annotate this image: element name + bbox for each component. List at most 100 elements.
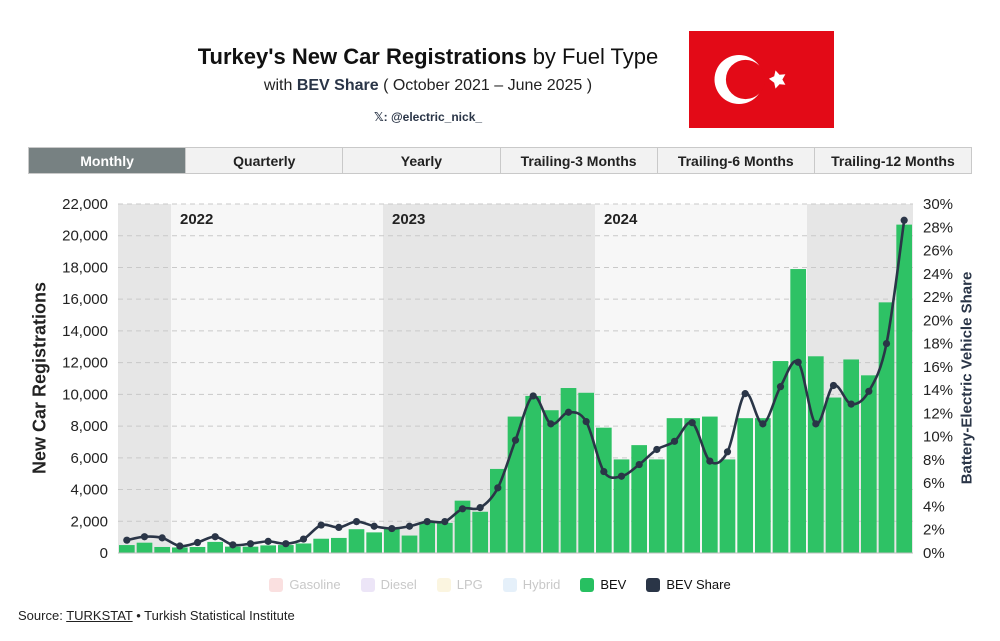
bev-bar	[613, 459, 630, 553]
y-tick-right: 22%	[923, 289, 953, 306]
source-link[interactable]: TURKSTAT	[66, 608, 133, 623]
y-tick-right: 26%	[923, 243, 953, 260]
bev-bar	[154, 546, 170, 553]
y-tick-left: 10,000	[62, 386, 108, 403]
y-tick-right: 20%	[923, 312, 953, 329]
tab-quarterly[interactable]: Quarterly	[186, 148, 344, 173]
social-handle[interactable]: 𝕏: @electric_nick_	[373, 110, 483, 124]
bev-bar	[189, 546, 206, 553]
bev-bar	[225, 546, 241, 553]
bev-bar	[331, 537, 347, 553]
bev-bar	[755, 418, 771, 553]
bev-share-point	[511, 436, 520, 444]
legend-item-diesel[interactable]: Diesel	[360, 577, 417, 592]
legend-label-gasoline: Gasoline	[289, 577, 341, 592]
subtitle-post: ( October 2021 – June 2025 )	[378, 77, 593, 94]
y-tick-right: 14%	[923, 382, 953, 399]
bev-share-point	[706, 457, 714, 465]
bev-bar	[419, 522, 435, 553]
legend-item-bev-share[interactable]: BEV Share	[646, 577, 731, 592]
bev-share-point	[882, 340, 891, 348]
year-label: 2022	[180, 211, 213, 228]
bev-share-point	[617, 472, 626, 480]
y-tick-right: 2%	[923, 522, 945, 539]
bev-share-point	[829, 381, 838, 390]
bev-share-point	[317, 521, 325, 529]
bev-bar	[666, 418, 683, 553]
bev-share-point	[388, 524, 396, 533]
bev-share-point	[335, 523, 343, 532]
bev-bar	[772, 361, 789, 553]
bev-share-point	[670, 437, 679, 445]
bev-bar	[719, 459, 736, 553]
bev-share-point	[282, 540, 290, 548]
bev-bar	[543, 410, 559, 553]
year-band-2	[807, 204, 913, 553]
source-suffix: • Turkish Statistical Institute	[132, 608, 295, 623]
bev-share-point	[776, 383, 785, 391]
y-tick-right: 10%	[923, 429, 953, 446]
bev-bar	[348, 529, 365, 553]
bev-share-point	[140, 533, 149, 541]
bev-share-point	[352, 517, 361, 526]
bev-share-point	[582, 417, 590, 426]
bev-share-point	[405, 522, 414, 530]
bev-share-point	[653, 445, 661, 454]
y-tick-left: 12,000	[62, 355, 108, 372]
period-tabs: Monthly Quarterly Yearly Trailing-3 Mont…	[28, 147, 972, 174]
y-tick-right: 18%	[923, 336, 953, 353]
bev-share-point	[494, 484, 502, 492]
legend-item-bev[interactable]: BEV	[580, 577, 626, 592]
tab-trailing-3-months[interactable]: Trailing-3 Months	[500, 148, 658, 173]
bev-bar	[631, 445, 647, 553]
legend-item-gasoline[interactable]: Gasoline	[269, 577, 341, 592]
year-band-0	[118, 204, 171, 553]
bev-share-point	[176, 542, 184, 550]
year-label: 2023	[392, 211, 425, 228]
legend-swatch-bev	[580, 577, 595, 592]
bev-bar	[790, 269, 806, 553]
legend-swatch-bev-share	[646, 577, 661, 592]
y-tick-left: 16,000	[62, 291, 108, 308]
bev-bar	[295, 543, 312, 553]
bev-bar	[578, 392, 594, 553]
tab-monthly[interactable]: Monthly	[29, 148, 187, 173]
bev-share-point	[423, 517, 431, 526]
chart-subtitle: with BEV Share ( October 2021 – June 202…	[0, 77, 856, 95]
bev-share-point	[723, 448, 732, 456]
y-tick-right: 30%	[923, 196, 953, 213]
tab-trailing-6-months[interactable]: Trailing-6 Months	[657, 148, 815, 173]
title-bold: Turkey's New Car Registrations	[197, 44, 527, 69]
bev-share-point	[211, 533, 219, 541]
bev-bar	[384, 527, 400, 553]
legend-swatch-lpg	[436, 577, 451, 592]
y-tick-left: 20,000	[62, 228, 108, 245]
bev-bar	[242, 546, 259, 553]
legend-item-lpg[interactable]: LPG	[436, 577, 483, 592]
bev-bar	[119, 545, 135, 553]
chart-title: Turkey's New Car Registrations by Fuel T…	[0, 44, 856, 70]
bev-bar	[596, 427, 612, 553]
bev-share-point	[741, 390, 749, 398]
tab-yearly[interactable]: Yearly	[343, 148, 501, 173]
y-tick-left: 14,000	[62, 323, 108, 340]
y-tick-right: 0%	[923, 545, 945, 562]
bev-bar	[401, 535, 418, 553]
bev-bar	[472, 511, 488, 553]
y-tick-right: 28%	[923, 219, 953, 236]
bev-bar	[313, 538, 329, 553]
bev-share-point	[158, 534, 166, 542]
title-rest: by Fuel Type	[526, 44, 659, 69]
subtitle-bold: BEV Share	[296, 77, 379, 94]
legend-swatch-hybrid	[502, 577, 517, 592]
bev-share-point	[564, 408, 573, 416]
bev-share-point	[193, 538, 202, 547]
legend-item-hybrid[interactable]: Hybrid	[502, 577, 560, 592]
bev-share-point	[529, 392, 537, 400]
bev-share-point	[229, 541, 237, 549]
legend-label-diesel: Diesel	[380, 577, 417, 592]
y-tick-right: 6%	[923, 475, 945, 492]
y-tick-left: 0	[100, 545, 108, 562]
tab-trailing-12-months[interactable]: Trailing-12 Months	[814, 148, 972, 173]
